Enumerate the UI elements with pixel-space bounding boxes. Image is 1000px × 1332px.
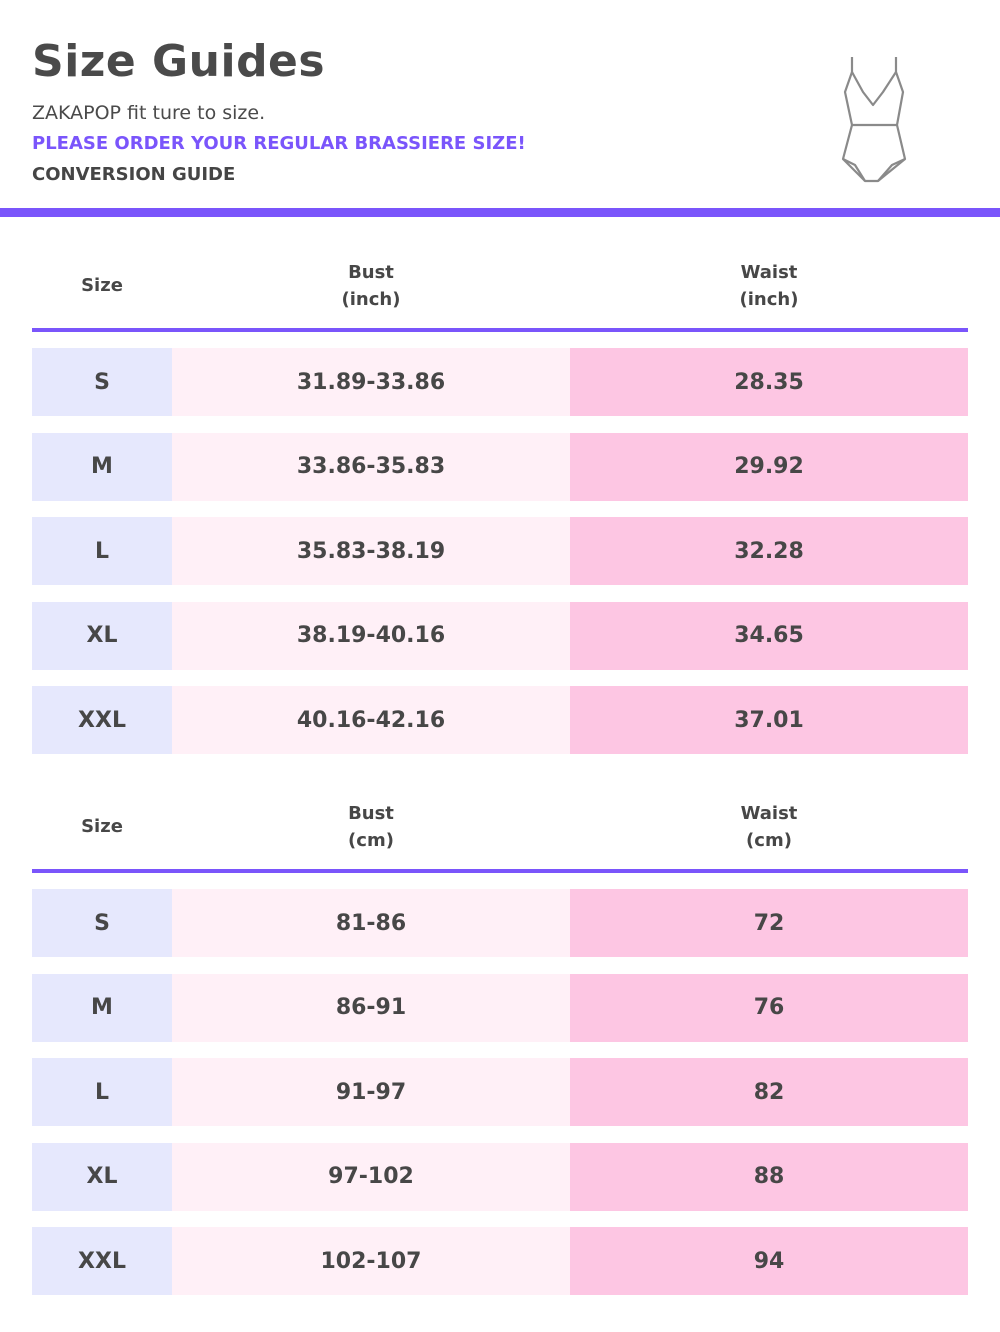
cell-size: L: [32, 517, 172, 585]
header-waist: Waist (inch): [739, 261, 799, 310]
cell-size: M: [32, 432, 172, 501]
size-table-cm: Size Bust (cm) Waist (cm) S 81-86 72 M 86-91 76 L…: [32, 784, 968, 1295]
table-row: M 86-91 76: [32, 973, 968, 1042]
cell-bust: 81-86: [172, 889, 570, 957]
cell-size: XXL: [32, 1227, 172, 1295]
table-row: M 33.86-35.83 29.92: [32, 432, 968, 501]
cell-waist: 72: [570, 889, 968, 957]
size-table-inch: Size Bust (inch) Waist (inch) S 31.89-33.86 2…: [32, 243, 968, 754]
header-size: Size: [81, 816, 123, 837]
bodysuit-icon: [835, 55, 910, 189]
table-header: Size Bust (inch) Waist (inch): [32, 243, 968, 328]
cell-bust: 91-97: [172, 1058, 570, 1126]
table-header: Size Bust (cm) Waist (cm): [32, 784, 968, 869]
cell-waist: 76: [570, 973, 968, 1042]
cell-size: L: [32, 1058, 172, 1126]
header-bust: Bust (cm): [348, 802, 394, 851]
header-divider: [0, 208, 1000, 217]
cell-waist: 34.65: [570, 601, 968, 670]
table-row: S 31.89-33.86 28.35: [32, 348, 968, 416]
header-bust: Bust (inch): [341, 261, 401, 310]
header-line: [32, 328, 968, 332]
cell-size: XL: [32, 601, 172, 670]
cell-waist: 82: [570, 1058, 968, 1126]
cell-waist: 28.35: [570, 348, 968, 416]
order-notice: PLEASE ORDER YOUR REGULAR BRASSIERE SIZE…: [32, 133, 526, 154]
table-row: XXL 102-107 94: [32, 1227, 968, 1295]
cell-waist: 37.01: [570, 686, 968, 754]
page-title: Size Guides: [32, 36, 326, 87]
conversion-guide-label: CONVERSION GUIDE: [32, 164, 236, 185]
cell-bust: 86-91: [172, 973, 570, 1042]
cell-bust: 38.19-40.16: [172, 601, 570, 670]
header-size: Size: [81, 275, 123, 296]
cell-bust: 40.16-42.16: [172, 686, 570, 754]
cell-waist: 29.92: [570, 432, 968, 501]
cell-waist: 88: [570, 1142, 968, 1211]
cell-bust: 31.89-33.86: [172, 348, 570, 416]
header-line: [32, 869, 968, 873]
table-row: XL 97-102 88: [32, 1142, 968, 1211]
table-row: XL 38.19-40.16 34.65: [32, 601, 968, 670]
cell-waist: 32.28: [570, 517, 968, 585]
fit-note: ZAKAPOP fit ture to size.: [32, 102, 266, 124]
cell-waist: 94: [570, 1227, 968, 1295]
cell-size: S: [32, 889, 172, 957]
cell-bust: 35.83-38.19: [172, 517, 570, 585]
cell-size: M: [32, 973, 172, 1042]
cell-bust: 102-107: [172, 1227, 570, 1295]
cell-bust: 33.86-35.83: [172, 432, 570, 501]
header-waist: Waist (cm): [740, 802, 798, 851]
table-row: XXL 40.16-42.16 37.01: [32, 686, 968, 754]
cell-size: XL: [32, 1142, 172, 1211]
cell-size: S: [32, 348, 172, 416]
table-row: L 91-97 82: [32, 1058, 968, 1126]
cell-bust: 97-102: [172, 1142, 570, 1211]
cell-size: XXL: [32, 686, 172, 754]
table-row: S 81-86 72: [32, 889, 968, 957]
table-row: L 35.83-38.19 32.28: [32, 517, 968, 585]
